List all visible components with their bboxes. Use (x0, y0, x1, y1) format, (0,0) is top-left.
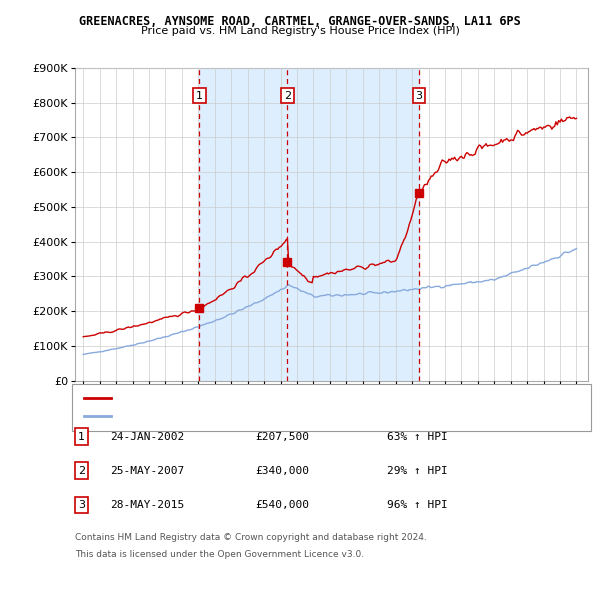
Text: 63% ↑ HPI: 63% ↑ HPI (387, 432, 448, 441)
Text: 3: 3 (415, 91, 422, 101)
Text: 96% ↑ HPI: 96% ↑ HPI (387, 500, 448, 510)
Text: 2: 2 (284, 91, 291, 101)
Text: GREENACRES, AYNSOME ROAD, CARTMEL, GRANGE-OVER-SANDS, LA11 6PS: GREENACRES, AYNSOME ROAD, CARTMEL, GRANG… (79, 15, 521, 28)
Text: 24-JAN-2002: 24-JAN-2002 (110, 432, 184, 441)
Bar (199, 68, 287, 381)
Text: 25-MAY-2007: 25-MAY-2007 (110, 466, 184, 476)
Text: 2: 2 (78, 466, 85, 476)
Text: 1: 1 (78, 432, 85, 441)
Text: This data is licensed under the Open Government Licence v3.0.: This data is licensed under the Open Gov… (75, 550, 364, 559)
Text: £340,000: £340,000 (255, 466, 309, 476)
Text: 28-MAY-2015: 28-MAY-2015 (110, 500, 184, 510)
Text: 1: 1 (196, 91, 203, 101)
Bar (287, 68, 419, 381)
Text: £207,500: £207,500 (255, 432, 309, 441)
Text: Contains HM Land Registry data © Crown copyright and database right 2024.: Contains HM Land Registry data © Crown c… (75, 533, 427, 542)
Text: 3: 3 (78, 500, 85, 510)
Text: 29% ↑ HPI: 29% ↑ HPI (387, 466, 448, 476)
Text: HPI: Average price, detached house, Westmorland and Furness: HPI: Average price, detached house, West… (116, 412, 400, 421)
Text: GREENACRES, AYNSOME ROAD, CARTMEL, GRANGE-OVER-SANDS, LA11 6PS (detached h...: GREENACRES, AYNSOME ROAD, CARTMEL, GRANG… (116, 394, 530, 402)
Text: £540,000: £540,000 (255, 500, 309, 510)
Text: Price paid vs. HM Land Registry's House Price Index (HPI): Price paid vs. HM Land Registry's House … (140, 26, 460, 36)
